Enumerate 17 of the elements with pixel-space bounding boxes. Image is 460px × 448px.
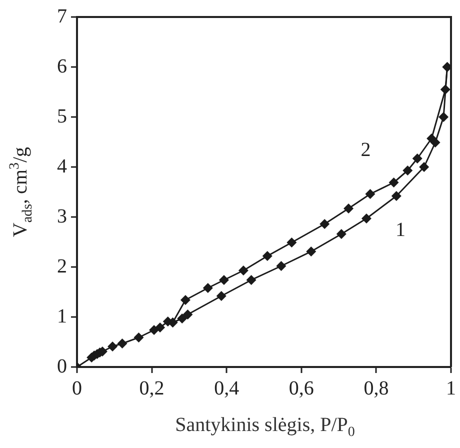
y-tick-label: 6 (57, 55, 67, 78)
x-tick-label: 0,2 (139, 377, 164, 400)
y-tick-label: 4 (57, 155, 67, 178)
y-tick-label: 3 (57, 205, 67, 228)
x-tick-label: 0 (72, 377, 82, 400)
y-tick-label: 7 (57, 5, 67, 28)
y-tick-label: 5 (57, 105, 67, 128)
x-tick-label: 0,4 (214, 377, 240, 400)
y-tick-label: 0 (57, 355, 67, 378)
annotation: 1 (395, 218, 406, 241)
y-tick-label: 2 (57, 255, 67, 278)
x-tick-label: 1 (446, 377, 456, 400)
x-tick-label: 0,6 (288, 377, 314, 400)
x-tick-label: 0,8 (364, 377, 389, 400)
annotation: 2 (360, 138, 371, 161)
y-tick-label: 1 (57, 305, 67, 328)
x-axis-title: Santykinis slėgis, P/P$_{0}$ (174, 414, 356, 441)
